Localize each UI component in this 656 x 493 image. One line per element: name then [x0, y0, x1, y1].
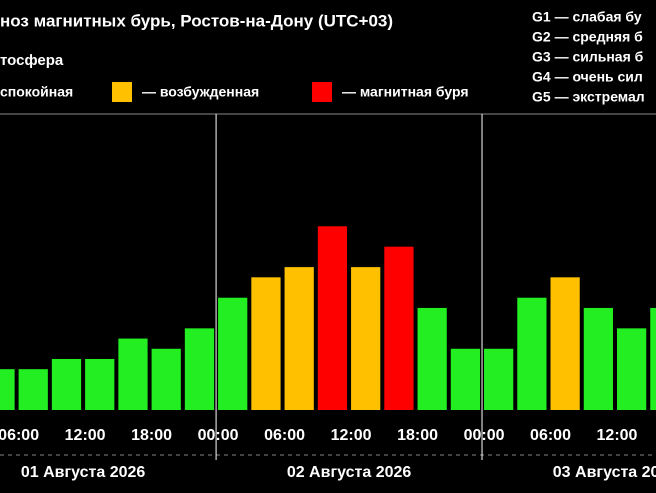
legend-swatch	[312, 82, 332, 102]
bar	[118, 338, 148, 410]
x-tick-label: 12:00	[331, 427, 372, 444]
bar	[218, 297, 248, 410]
scale-note: G4 — очень сил	[532, 69, 643, 85]
x-tick-label: 06:00	[264, 427, 305, 444]
x-tick-label: 12:00	[65, 427, 106, 444]
day-label: 02 Августа 2026	[287, 464, 412, 481]
bar	[151, 348, 181, 410]
bars	[0, 226, 656, 410]
legend-label: — магнитная буря	[342, 84, 469, 100]
bar	[484, 348, 514, 410]
x-tick-label: 06:00	[0, 427, 39, 444]
x-tick-label: 18:00	[397, 427, 438, 444]
bar	[417, 307, 447, 410]
bar	[18, 369, 48, 410]
bar	[650, 307, 656, 410]
x-tick-label: 00:00	[198, 427, 239, 444]
bar	[85, 358, 115, 410]
day-label: 01 Августа 2026	[21, 464, 146, 481]
x-tick-label: 06:00	[530, 427, 571, 444]
day-label: 03 Августа 2026	[553, 464, 656, 481]
bar	[0, 369, 15, 410]
bar	[284, 267, 314, 410]
bar	[184, 328, 215, 410]
bar	[617, 328, 647, 410]
scale-note: G2 — средняя б	[532, 29, 643, 45]
x-tick-label: 18:00	[131, 427, 172, 444]
legend-swatch	[112, 82, 132, 102]
bar	[317, 226, 348, 410]
bar	[384, 246, 414, 410]
bar	[51, 358, 82, 410]
bar	[251, 277, 281, 410]
legend-label: спокойная	[0, 84, 73, 100]
x-tick-label: 00:00	[464, 427, 505, 444]
x-tick-label: 12:00	[597, 427, 638, 444]
bar	[583, 307, 613, 410]
scale-note: G5 — экстремал	[532, 89, 645, 105]
bar	[550, 277, 580, 410]
scale-note: G1 — слабая бу	[532, 9, 642, 25]
bar	[517, 297, 547, 410]
bar	[351, 267, 381, 410]
scale-note: G3 — сильная б	[532, 49, 644, 65]
chart-title: ноз магнитных бурь, Ростов-на-Дону (UTC+…	[0, 11, 393, 30]
legend-label: — возбужденная	[142, 84, 259, 100]
bar	[450, 348, 481, 410]
legend-title: тосфера	[0, 52, 64, 69]
